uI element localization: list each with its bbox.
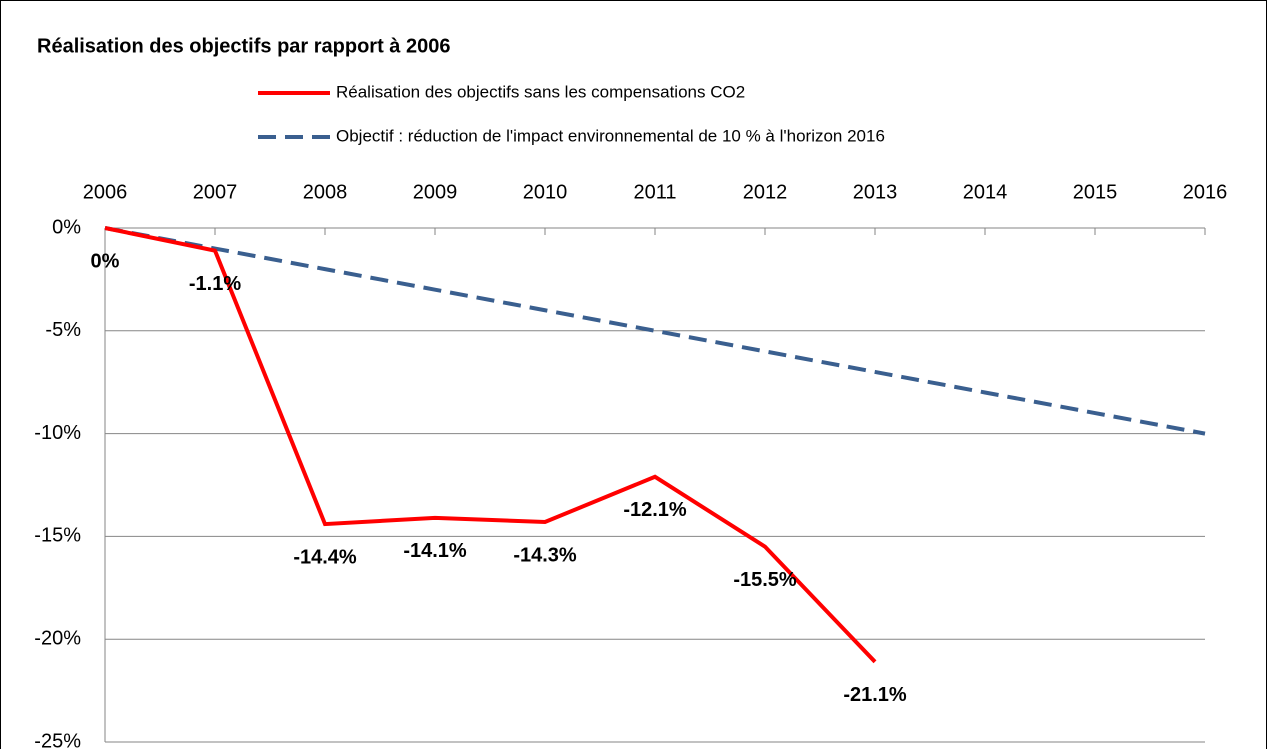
x-tick-label: 2014	[963, 181, 1008, 203]
x-tick-label: 2010	[523, 181, 568, 203]
chart-title: Réalisation des objectifs par rapport à …	[37, 35, 450, 57]
x-tick-label: 2016	[1183, 181, 1228, 203]
y-tick-label: -25%	[34, 730, 81, 749]
series-line	[104, 226, 877, 664]
x-tick-label: 2006	[83, 181, 128, 203]
data-label: -14.1%	[403, 540, 467, 562]
y-tick-label: 0%	[52, 216, 81, 238]
x-tick-label: 2012	[743, 181, 788, 203]
data-label: -14.3%	[513, 544, 577, 566]
y-tick-label: -20%	[34, 627, 81, 649]
data-label: -21.1%	[843, 684, 907, 706]
legend-label: Réalisation des objectifs sans les compe…	[336, 82, 745, 101]
x-tick-label: 2011	[633, 181, 676, 203]
x-tick-label: 2007	[193, 181, 238, 203]
data-label: 0%	[91, 250, 120, 272]
data-label: -12.1%	[623, 499, 687, 521]
x-tick-label: 2013	[853, 181, 898, 203]
y-tick-label: -15%	[34, 525, 81, 547]
x-tick-label: 2015	[1073, 181, 1118, 203]
data-label: -14.4%	[293, 546, 357, 568]
x-tick-label: 2008	[303, 181, 348, 203]
data-label: -15.5%	[733, 569, 797, 591]
y-tick-label: -5%	[45, 319, 81, 341]
y-tick-label: -10%	[34, 422, 81, 444]
legend-label: Objectif : réduction de l'impact environ…	[336, 126, 885, 145]
series-line	[104, 226, 1206, 436]
x-tick-label: 2009	[413, 181, 458, 203]
data-label: -1.1%	[189, 273, 241, 295]
